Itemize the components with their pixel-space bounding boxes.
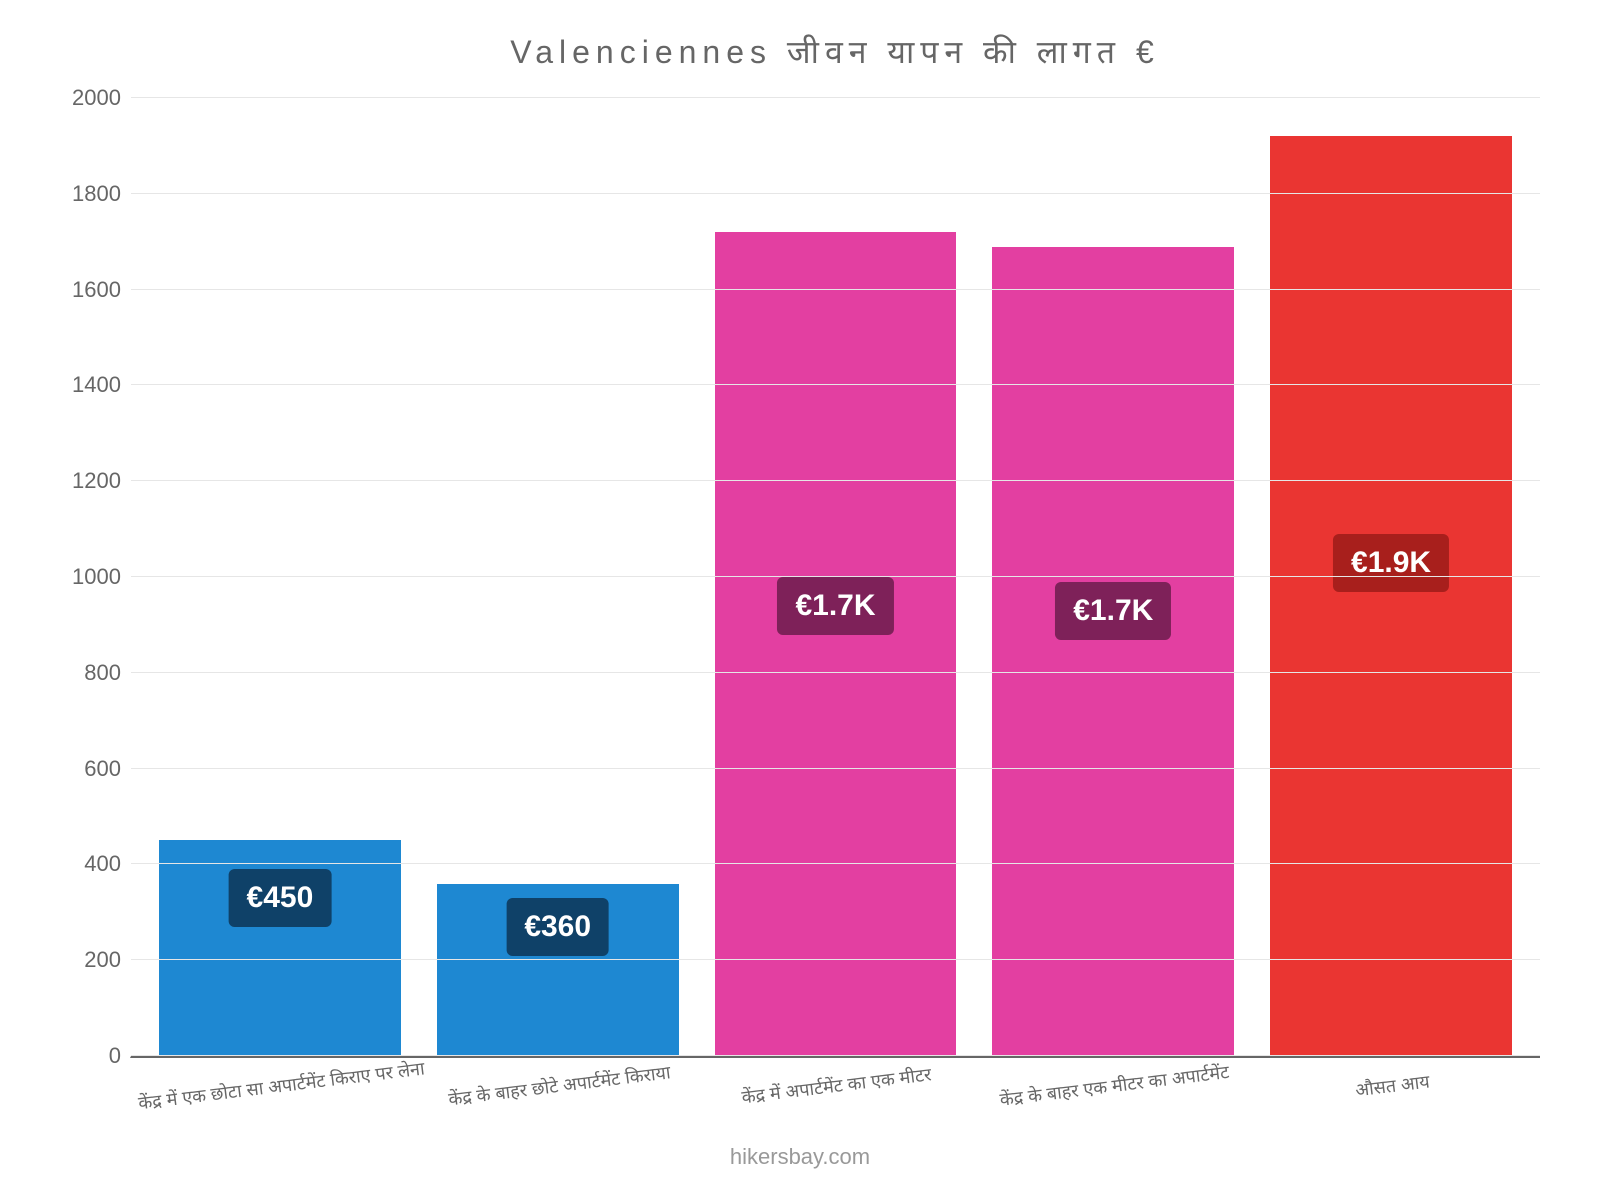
gridline — [131, 768, 1540, 769]
gridline — [131, 863, 1540, 864]
bar: €360 — [437, 884, 679, 1056]
y-tick-label: 400 — [61, 851, 121, 877]
attribution-text: hikersbay.com — [0, 1144, 1600, 1170]
value-badge: €1.7K — [1055, 582, 1171, 640]
plot-area: €450केंद्र में एक छोटा सा अपार्टमेंट किर… — [130, 98, 1540, 1058]
y-tick-label: 1800 — [61, 181, 121, 207]
gridline — [131, 1055, 1540, 1056]
x-tick-label: औसत आय — [1354, 1069, 1431, 1102]
bar: €450 — [159, 840, 401, 1056]
gridline — [131, 959, 1540, 960]
bar-slot: €360केंद्र के बाहर छोटे अपार्टमेंट किराय… — [419, 98, 697, 1056]
y-tick-label: 1600 — [61, 277, 121, 303]
x-tick-label: केंद्र में अपार्टमेंट का एक मीटर — [741, 1062, 933, 1109]
x-tick-label: केंद्र के बाहर एक मीटर का अपार्टमेंट — [999, 1060, 1231, 1112]
value-badge: €1.7K — [777, 577, 893, 635]
gridline — [131, 384, 1540, 385]
y-tick-label: 200 — [61, 947, 121, 973]
bar: €1.9K — [1270, 136, 1512, 1056]
y-tick-label: 1000 — [61, 564, 121, 590]
y-tick-label: 1200 — [61, 468, 121, 494]
value-badge: €450 — [229, 869, 332, 927]
x-tick-label: केंद्र के बाहर छोटे अपार्टमेंट किराया — [447, 1060, 672, 1111]
y-tick-label: 800 — [61, 660, 121, 686]
value-badge: €1.9K — [1333, 534, 1449, 592]
y-tick-label: 2000 — [61, 85, 121, 111]
y-tick-label: 600 — [61, 756, 121, 782]
bar-slot: €1.9Kऔसत आय — [1252, 98, 1530, 1056]
gridline — [131, 576, 1540, 577]
bar-slot: €1.7Kकेंद्र में अपार्टमेंट का एक मीटर — [697, 98, 975, 1056]
gridline — [131, 193, 1540, 194]
value-badge: €360 — [506, 898, 609, 956]
bar: €1.7K — [715, 232, 957, 1056]
gridline — [131, 480, 1540, 481]
bar-slot: €450केंद्र में एक छोटा सा अपार्टमेंट किर… — [141, 98, 419, 1056]
chart-container: Valenciennes जीवन यापन की लागत € €450कें… — [0, 0, 1600, 1200]
gridline — [131, 97, 1540, 98]
gridline — [131, 289, 1540, 290]
chart-title: Valenciennes जीवन यापन की लागत € — [130, 30, 1540, 73]
bar-slot: €1.7Kकेंद्र के बाहर एक मीटर का अपार्टमें… — [974, 98, 1252, 1056]
x-tick-label: केंद्र में एक छोटा सा अपार्टमेंट किराए प… — [137, 1056, 426, 1115]
y-tick-label: 1400 — [61, 372, 121, 398]
bars-container: €450केंद्र में एक छोटा सा अपार्टमेंट किर… — [131, 98, 1540, 1056]
bar: €1.7K — [992, 247, 1234, 1057]
y-tick-label: 0 — [61, 1043, 121, 1069]
gridline — [131, 672, 1540, 673]
